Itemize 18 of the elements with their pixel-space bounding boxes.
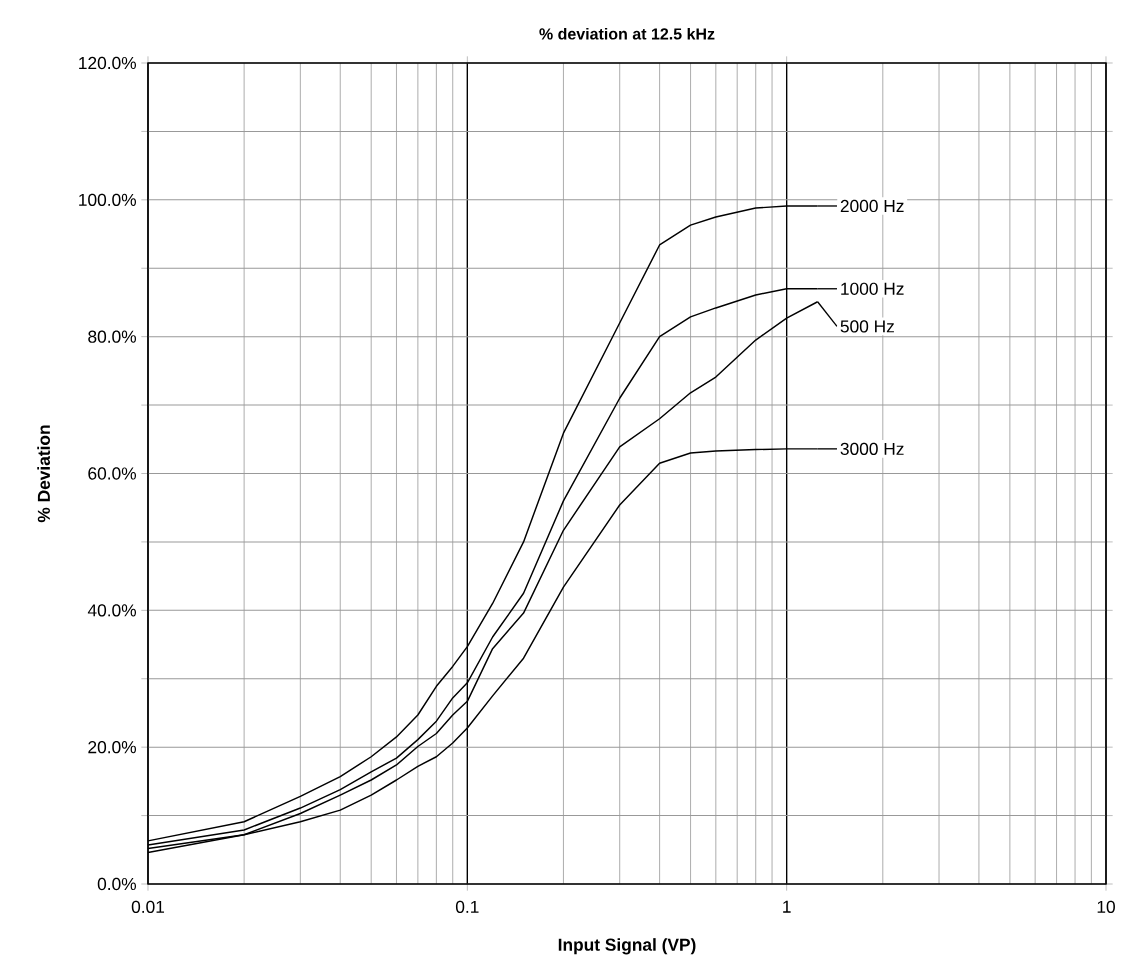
x-tick-label: 0.01 [131, 900, 165, 913]
y-tick-label: 120.0% [79, 56, 136, 70]
y-tick-label: 20.0% [88, 741, 137, 754]
y-tick-label: 0.0% [97, 877, 137, 891]
y-tick-label: 40.0% [87, 604, 137, 617]
y-axis-title: % Deviation [37, 425, 51, 523]
legend-label: 500 Hz [840, 320, 894, 333]
legend-label: 2000 Hz [840, 199, 904, 213]
y-tick-label: 100.0% [79, 193, 136, 206]
x-axis-title: Input Signal (VP) [558, 938, 696, 955]
legend-label: 3000 Hz [840, 442, 904, 455]
y-tick-label: 80.0% [88, 330, 137, 343]
y-tick-label: 60.0% [88, 467, 137, 480]
x-tick-label: 10 [1097, 900, 1115, 913]
x-tick-label: 0.1 [455, 900, 479, 913]
legend-label: 1000 Hz [841, 282, 904, 295]
x-tick-label: 1 [783, 900, 791, 913]
chart-title: % deviation at 12.5 kHz [539, 27, 715, 40]
